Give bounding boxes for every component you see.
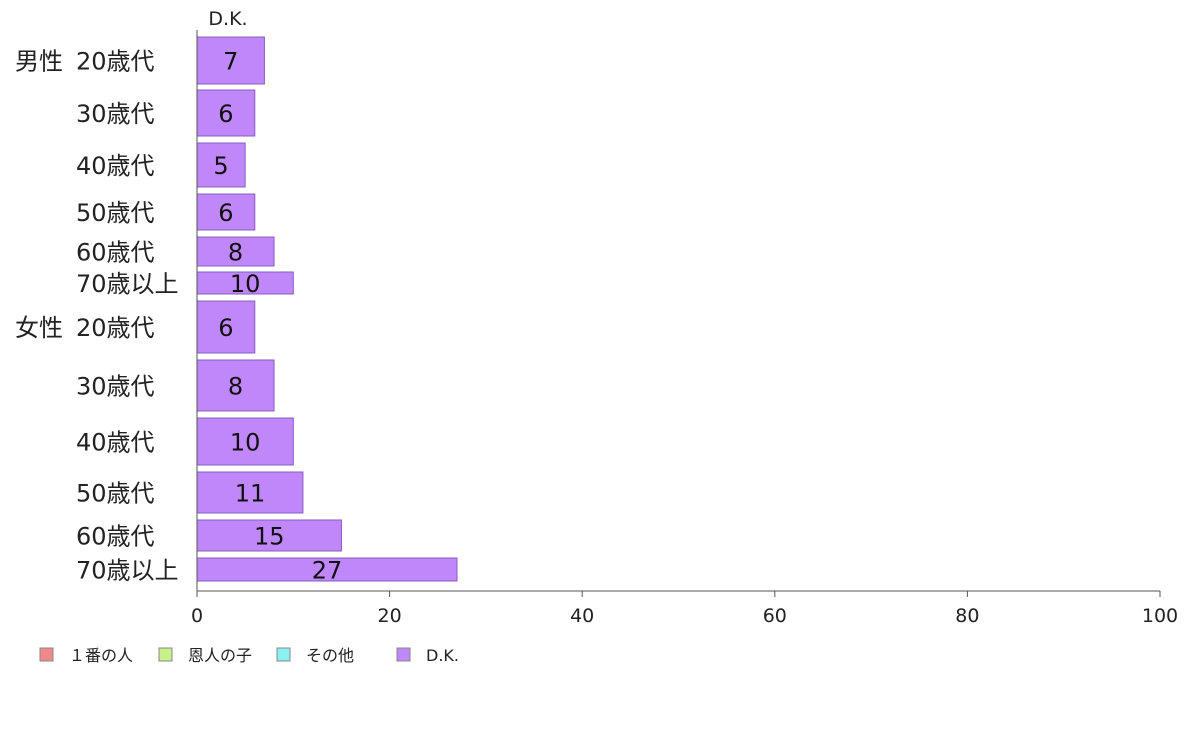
bar-value-label: 8 — [228, 239, 243, 267]
category-label: 70歳以上 — [76, 270, 179, 298]
legend-label: D.K. — [426, 646, 459, 665]
bar-0-2-s3 — [196, 142, 246, 188]
bar-value-label: 6 — [218, 199, 233, 227]
category-label: 20歳代 — [76, 314, 155, 342]
series-header-label: D.K. — [208, 8, 247, 30]
bar-value-label: 5 — [213, 152, 228, 180]
bar-0-4-s3 — [196, 236, 275, 267]
bar-value-label: 11 — [235, 480, 266, 508]
category-label: 70歳以上 — [76, 557, 179, 585]
bars-layer: 7 6 5 6 8 10 6 8 10 11 15 27 — [196, 36, 458, 585]
x-tick-label: 80 — [955, 605, 979, 627]
bar-value-label: 8 — [228, 373, 243, 401]
legend-label: その他 — [306, 646, 354, 665]
bar-1-0-s3 — [196, 300, 256, 354]
category-labels: 20歳代男性30歳代40歳代50歳代60歳代70歳以上20歳代女性30歳代40歳… — [15, 48, 179, 585]
legend-label: １番の人 — [69, 646, 133, 665]
legend-label: 恩人の子 — [188, 646, 252, 665]
bar-value-label: 10 — [230, 429, 261, 457]
legend-swatch — [158, 647, 173, 662]
category-label: 40歳代 — [76, 429, 155, 457]
group-label: 男性 — [15, 48, 63, 76]
x-tick-label: 60 — [763, 605, 787, 627]
legend: １番の人 恩人の子 その他 D.K. — [39, 646, 459, 665]
bar-0-3-s3 — [196, 193, 256, 231]
bar-value-label: 7 — [223, 48, 238, 76]
category-label: 60歳代 — [76, 523, 155, 551]
legend-swatch — [39, 647, 54, 662]
category-label: 50歳代 — [76, 480, 155, 508]
legend-swatch — [276, 647, 291, 662]
bar-value-label: 6 — [218, 100, 233, 128]
x-tick-label: 20 — [378, 605, 402, 627]
category-label: 20歳代 — [76, 48, 155, 76]
bar-value-label: 10 — [230, 270, 261, 298]
bar-0-0-s3 — [196, 36, 265, 85]
x-tick-label: 100 — [1142, 605, 1178, 627]
category-label: 50歳代 — [76, 199, 155, 227]
category-label: 30歳代 — [76, 100, 155, 128]
bar-value-label: 27 — [312, 557, 343, 585]
legend-swatch — [396, 647, 411, 662]
x-tick-label: 40 — [570, 605, 594, 627]
category-label: 60歳代 — [76, 239, 155, 267]
x-tick-label: 0 — [191, 605, 203, 627]
x-axis: 0 20 40 60 80 100 — [191, 30, 1178, 627]
bar-value-label: 15 — [254, 523, 285, 551]
group-label: 女性 — [15, 314, 63, 342]
bar-0-1-s3 — [196, 89, 256, 137]
bar-value-label: 6 — [218, 314, 233, 342]
category-label: 40歳代 — [76, 152, 155, 180]
bar-1-1-s3 — [196, 359, 275, 412]
category-label: 30歳代 — [76, 373, 155, 401]
